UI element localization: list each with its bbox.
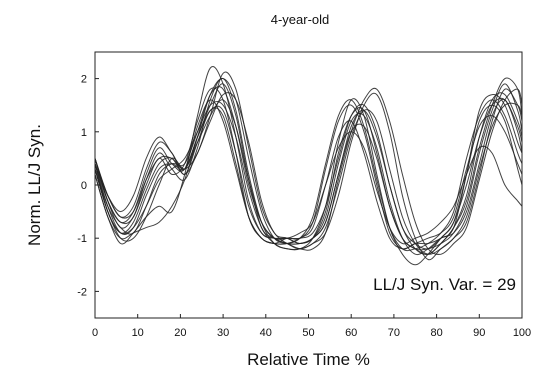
- x-tick-label: 30: [217, 327, 229, 339]
- series-line-13: [94, 97, 523, 250]
- y-tick-label: 1: [81, 127, 87, 139]
- series-lines: [94, 66, 523, 266]
- y-tick-label: -2: [77, 286, 87, 298]
- x-tick-label: 40: [260, 327, 272, 339]
- series-line-11: [94, 105, 523, 245]
- series-line-7: [94, 86, 523, 255]
- y-axis-label: Norm. LL/J Syn.: [25, 124, 44, 246]
- x-tick-label: 80: [430, 327, 442, 339]
- x-tick-label: 70: [388, 327, 400, 339]
- x-tick-label: 100: [513, 327, 531, 339]
- series-line-8: [94, 83, 523, 251]
- y-tick-label: 2: [81, 74, 87, 86]
- x-axis-label: Relative Time %: [247, 350, 370, 369]
- y-tick-label: -1: [77, 233, 87, 245]
- x-tick-label: 60: [345, 327, 357, 339]
- x-tick-label: 0: [92, 327, 98, 339]
- x-tick-label: 90: [473, 327, 485, 339]
- x-tick-label: 10: [132, 327, 144, 339]
- axis-ticks: 0 10 20 30 40 50 60 70 80 90 100 -2 -1 0 1 2: [77, 74, 531, 339]
- y-tick-label: 0: [81, 180, 87, 192]
- variability-annotation: LL/J Syn. Var. = 29: [373, 275, 516, 294]
- series-line-6: [94, 78, 523, 266]
- series-line-10: [94, 101, 523, 255]
- chart-title: 4-year-old: [271, 12, 330, 27]
- series-line-2: [94, 83, 523, 255]
- series-line-12: [94, 77, 523, 255]
- plot-area-frame: [94, 51, 523, 319]
- x-tick-label: 20: [174, 327, 186, 339]
- x-tick-label: 50: [302, 327, 314, 339]
